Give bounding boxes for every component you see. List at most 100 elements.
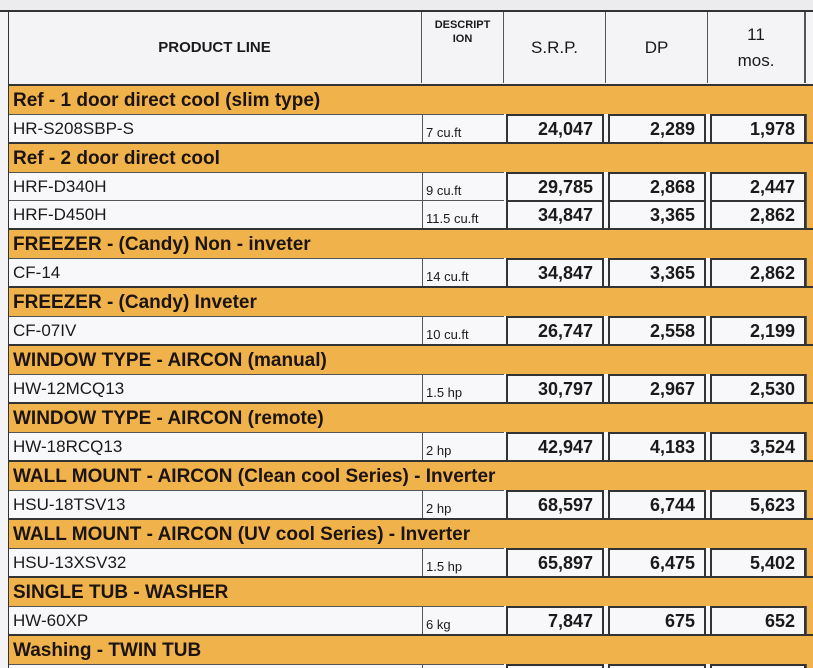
eleven-months-cell: 652 (710, 606, 806, 634)
description-cell: 11.5 cu.ft (422, 200, 504, 228)
product-row: HSU-18TSV13 2 hp 68,597 6,744 5,623 (8, 490, 813, 518)
product-row: HRF-D450H 11.5 cu.ft 34,847 3,365 2,862 (8, 200, 813, 228)
header-eleven-months: 11 mos. (708, 12, 805, 83)
eleven-months-cell: 2,862 (710, 200, 806, 228)
header-eleven-line1: 11 (747, 24, 765, 44)
row-edge (806, 432, 813, 460)
eleven-months-cell: 3,524 (710, 432, 806, 460)
srp-cell: 34,847 (506, 200, 604, 228)
category-header: WALL MOUNT - AIRCON (Clean cool Series) … (8, 460, 813, 490)
eleven-months-cell: 1,978 (710, 114, 806, 142)
header-srp-label: S.R.P. (531, 37, 578, 57)
model-cell: HW-60XP (8, 606, 422, 634)
header-eleven-line2: mos. (737, 50, 775, 70)
header-product-line: PRODUCT LINE (8, 12, 422, 83)
dp-cell: 2,289 (608, 114, 706, 142)
category-header: Ref - 1 door direct cool (slim type) (8, 84, 813, 114)
product-row: HW-800XP8 kg14,597 1,342 1,205 (8, 664, 813, 668)
description-cell: 6 kg (422, 606, 504, 634)
header-description: DESCRIPT ION (422, 12, 504, 83)
srp-cell: 34,847 (506, 258, 604, 286)
srp-cell: 30,797 (506, 374, 604, 402)
dp-cell: 675 (608, 606, 706, 634)
srp-cell: 26,747 (506, 316, 604, 344)
category-header: Washing - TWIN TUB (8, 634, 813, 664)
row-edge (806, 316, 813, 344)
model-cell: HRF-D340H (8, 172, 422, 200)
description-cell: 1.5 hp (422, 374, 504, 402)
description-cell: 9 cu.ft (422, 172, 504, 200)
category-header: WINDOW TYPE - AIRCON (manual) (8, 344, 813, 374)
srp-cell: 29,785 (506, 172, 604, 200)
model-cell: CF-07IV (8, 316, 422, 344)
model-cell: HR-S208SBP-S (8, 114, 422, 142)
dp-cell: 2,967 (608, 374, 706, 402)
product-row: CF-07IV 10 cu.ft 26,747 2,558 2,199 (8, 316, 813, 344)
srp-cell: 68,597 (506, 490, 604, 518)
header-product-line-label: PRODUCT LINE (158, 39, 271, 56)
header-description-line2: ION (452, 33, 473, 45)
eleven-months-cell: 2,199 (710, 316, 806, 344)
description-cell: 7 cu.ft (422, 114, 504, 142)
row-edge (806, 548, 813, 576)
dp-cell: 2,868 (608, 172, 706, 200)
product-row: HSU-13XSV32 1.5 hp 65,897 6,475 5,402 (8, 548, 813, 576)
model-cell: HSU-18TSV13 (8, 490, 422, 518)
model-cell: CF-14 (8, 258, 422, 286)
description-cell: 2 hp (422, 432, 504, 460)
header-edge (805, 12, 813, 83)
srp-cell: 42,947 (506, 432, 604, 460)
dp-cell: 6,475 (608, 548, 706, 576)
eleven-months-cell: 2,447 (710, 172, 806, 200)
model-cell: HW-12MCQ13 (8, 374, 422, 402)
eleven-months-cell: 2,862 (710, 258, 806, 286)
model-cell: HW-800XP (8, 664, 422, 668)
description-cell: 2 hp (422, 490, 504, 518)
header-description-line1: DESCRIPT (434, 19, 491, 31)
row-edge (806, 114, 813, 142)
product-row: HR-S208SBP-S 7 cu.ft 24,047 2,289 1,978 (8, 114, 813, 142)
top-edge (0, 0, 813, 12)
description-cell: 14 cu.ft (422, 258, 504, 286)
eleven-months-cell: 5,402 (710, 548, 806, 576)
row-edge (806, 490, 813, 518)
category-header: FREEZER - (Candy) Inveter (8, 286, 813, 316)
category-header: FREEZER - (Candy) Non - inveter (8, 228, 813, 258)
category-header: WALL MOUNT - AIRCON (UV cool Series) - I… (8, 518, 813, 548)
eleven-months-cell: 2,530 (710, 374, 806, 402)
product-row: HRF-D340H 9 cu.ft 29,785 2,868 2,447 (8, 172, 813, 200)
product-row: HW-12MCQ13 1.5 hp 30,797 2,967 2,530 (8, 374, 813, 402)
srp-cell: 65,897 (506, 548, 604, 576)
category-header: WINDOW TYPE - AIRCON (remote) (8, 402, 813, 432)
model-cell: HSU-13XSV32 (8, 548, 422, 576)
model-cell: HRF-D450H (8, 200, 422, 228)
description-cell: 8 kg (422, 664, 504, 668)
table-left-border (8, 12, 9, 668)
dp-cell: 3,365 (608, 200, 706, 228)
srp-cell: 14,597 (506, 664, 604, 668)
row-edge (806, 664, 813, 668)
row-edge (806, 172, 813, 200)
category-header: Ref - 2 door direct cool (8, 142, 813, 172)
dp-cell: 1,342 (608, 664, 706, 668)
eleven-months-cell: 1,205 (710, 664, 806, 668)
model-cell: HW-18RCQ13 (8, 432, 422, 460)
description-cell: 1.5 hp (422, 548, 504, 576)
row-edge (806, 374, 813, 402)
srp-cell: 7,847 (506, 606, 604, 634)
dp-cell: 3,365 (608, 258, 706, 286)
row-edge (806, 200, 813, 228)
product-row: HW-18RCQ13 2 hp 42,947 4,183 3,524 (8, 432, 813, 460)
product-row: HW-60XP 6 kg 7,847 675 652 (8, 606, 813, 634)
row-edge (806, 606, 813, 634)
dp-cell: 4,183 (608, 432, 706, 460)
header-dp-label: DP (644, 37, 669, 57)
category-header: SINGLE TUB - WASHER (8, 576, 813, 606)
eleven-months-cell: 5,623 (710, 490, 806, 518)
dp-cell: 6,744 (608, 490, 706, 518)
srp-cell: 24,047 (506, 114, 604, 142)
header-dp: DP (606, 12, 708, 83)
product-row: CF-14 14 cu.ft 34,847 3,365 2,862 (8, 258, 813, 286)
header-srp: S.R.P. (504, 12, 606, 83)
